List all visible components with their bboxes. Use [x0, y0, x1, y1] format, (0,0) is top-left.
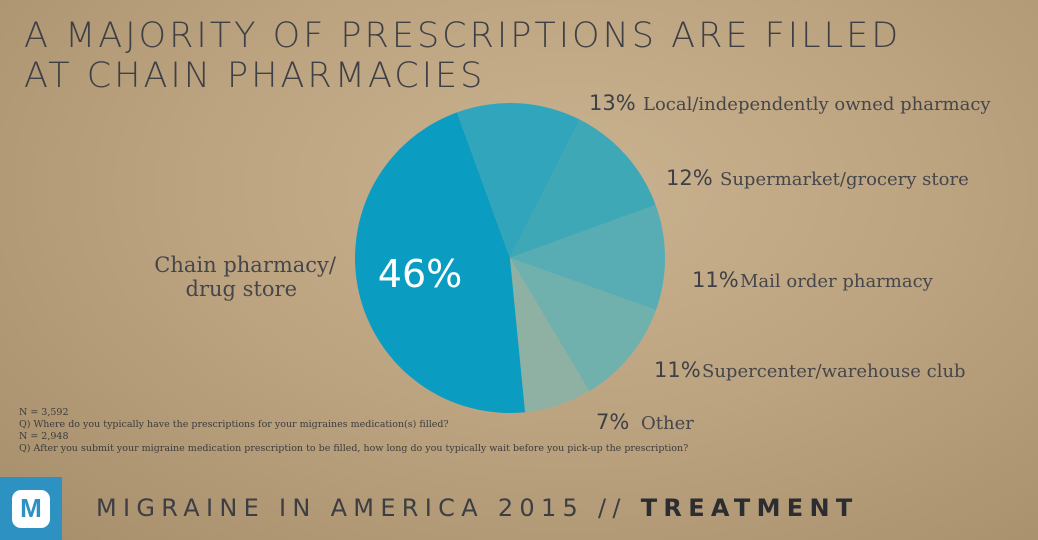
- slice-label-chain-pharmacy-line-2: drug store: [186, 277, 297, 301]
- slice-label-mail-order: Mail order pharmacy: [740, 271, 934, 292]
- logo-letter: M: [12, 489, 50, 528]
- footer-series-title: MIGRAINE IN AMERICA 2015 //: [96, 494, 627, 522]
- note-question-1: Q) Where do you typically have the presc…: [19, 419, 449, 430]
- pie-slice-local-pharmacy: [456, 103, 580, 258]
- slice-label-supermarket: Supermarket/grocery store: [720, 169, 969, 190]
- note-sample-size-2: N = 2,948: [19, 431, 69, 442]
- footer-section-title: TREATMENT: [640, 494, 859, 522]
- note-sample-size-1: N = 3,592: [19, 407, 69, 418]
- slice-label-supercenter: Supercenter/warehouse club: [702, 361, 966, 382]
- slice-pct-mail-order: 11%: [692, 268, 739, 292]
- chart-title-line-2: AT CHAIN PHARMACIES: [24, 56, 486, 96]
- slice-label-local-pharmacy: Local/independently owned pharmacy: [643, 94, 991, 115]
- chart-title: A MAJORITY OF PRESCRIPTIONS ARE FILLED A…: [24, 16, 901, 96]
- brand-logo[interactable]: M: [0, 477, 62, 540]
- slice-pct-supermarket: 12%: [666, 166, 713, 190]
- chart-title-line-1: A MAJORITY OF PRESCRIPTIONS ARE FILLED: [24, 16, 902, 56]
- slice-pct-local-pharmacy: 13%: [589, 91, 636, 115]
- pie-slice-supercenter: [510, 258, 657, 392]
- pie-slice-mail-order: [510, 204, 665, 310]
- slice-pct-supercenter: 11%: [654, 358, 701, 382]
- pie-slice-chain-pharmacy: [355, 112, 526, 413]
- pie-slices: [355, 103, 665, 413]
- survey-notes: N = 3,592 Q) Where do you typically have…: [19, 407, 688, 455]
- slice-label-other: Other: [641, 413, 694, 434]
- slice-label-chain-pharmacy-line-1: Chain pharmacy/: [154, 253, 337, 277]
- note-question-2: Q) After you submit your migraine medica…: [19, 443, 689, 454]
- pie-slice-supermarket: [510, 119, 656, 259]
- footer-banner: MIGRAINE IN AMERICA 2015 // TREATMENT: [96, 494, 859, 522]
- slice-pct-other: 7%: [596, 410, 629, 434]
- slice-pct-chain-pharmacy: 46%: [378, 252, 462, 296]
- pie-slice-other: [510, 258, 590, 413]
